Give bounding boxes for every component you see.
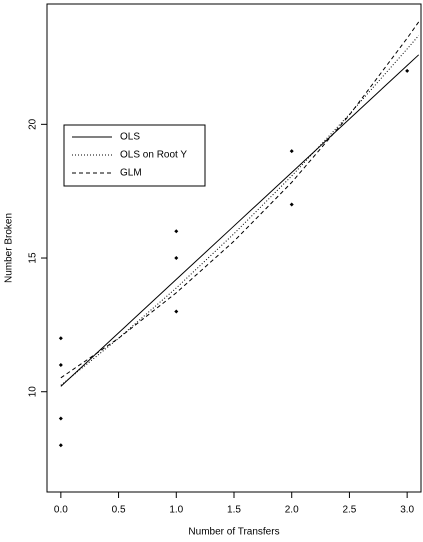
data-point bbox=[58, 416, 63, 421]
y-tick-label: 15 bbox=[28, 252, 39, 264]
x-axis-label: Number of Transfers bbox=[188, 527, 279, 538]
fit-line bbox=[60, 35, 420, 386]
legend-label: GLM bbox=[120, 168, 142, 179]
x-tick-label: 2.5 bbox=[342, 505, 356, 516]
x-tick-label: 1.5 bbox=[227, 505, 241, 516]
plot-frame bbox=[46, 3, 422, 493]
legend-label: OLS bbox=[120, 132, 140, 143]
data-point bbox=[58, 362, 63, 367]
legend-box bbox=[63, 124, 206, 187]
x-tick-label: 0.5 bbox=[112, 505, 126, 516]
y-axis-label: Number Broken bbox=[4, 213, 15, 283]
legend-label: OLS on Root Y bbox=[120, 150, 187, 161]
x-tick-label: 0.0 bbox=[54, 505, 68, 516]
y-tick-label: 10 bbox=[28, 386, 39, 398]
x-tick-label: 2.0 bbox=[285, 505, 299, 516]
data-point bbox=[174, 256, 179, 261]
data-point bbox=[289, 202, 294, 207]
y-tick-label: 20 bbox=[28, 118, 39, 130]
fit-line bbox=[60, 54, 420, 387]
data-point bbox=[174, 309, 179, 314]
x-tick-label: 3.0 bbox=[400, 505, 414, 516]
fit-line bbox=[60, 21, 420, 379]
data-point bbox=[289, 149, 294, 154]
data-point bbox=[58, 336, 63, 341]
x-tick-label: 1.0 bbox=[169, 505, 183, 516]
data-point bbox=[58, 443, 63, 448]
data-point bbox=[405, 68, 410, 73]
data-point bbox=[174, 229, 179, 234]
